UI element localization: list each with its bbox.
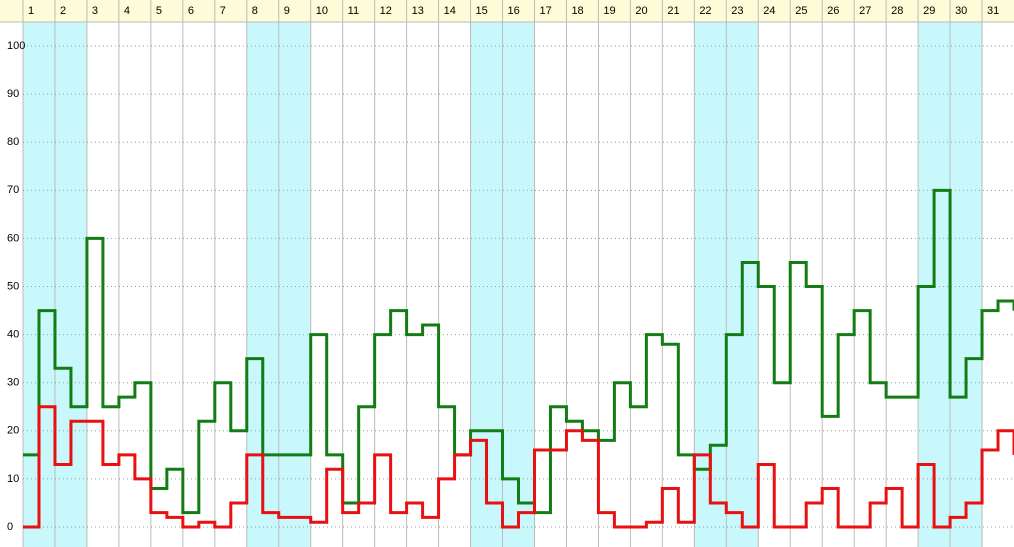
- day-label: 15: [476, 5, 488, 17]
- day-label: 13: [412, 5, 424, 17]
- day-label: 2: [60, 5, 66, 17]
- day-label: 11: [348, 5, 359, 17]
- y-tick-label: 40: [7, 329, 19, 341]
- day-label: 21: [667, 5, 679, 17]
- series-line: [23, 405, 1014, 529]
- day-label: 7: [220, 5, 226, 17]
- day-label: 8: [252, 5, 258, 17]
- y-tick-label: 50: [7, 280, 19, 292]
- day-label: 24: [763, 5, 775, 17]
- day-label: 1: [28, 5, 34, 17]
- y-tick-label: 10: [7, 473, 19, 485]
- day-label: 18: [571, 5, 583, 17]
- y-tick-label: 90: [7, 88, 19, 100]
- day-label: 10: [316, 5, 328, 17]
- day-label: 5: [156, 5, 162, 17]
- day-label: 19: [603, 5, 615, 17]
- day-label: 25: [795, 5, 807, 17]
- day-label: 14: [444, 5, 456, 17]
- weekend-shade: [278, 22, 311, 547]
- weekend-shade: [54, 22, 87, 547]
- y-tick-label: 80: [7, 136, 19, 148]
- day-label: 6: [188, 5, 194, 17]
- day-label: 9: [284, 5, 290, 17]
- day-label: 4: [124, 5, 130, 17]
- day-label: 22: [699, 5, 711, 17]
- y-tick-label: 20: [7, 425, 19, 437]
- day-label: 16: [508, 5, 520, 17]
- y-tick-label: 0: [7, 521, 13, 533]
- day-label: 31: [987, 5, 999, 17]
- day-label: 3: [92, 5, 98, 17]
- day-label: 23: [731, 5, 743, 17]
- day-label: 29: [923, 5, 935, 17]
- y-tick-label: 30: [7, 377, 19, 389]
- weekend-shade: [950, 22, 983, 547]
- y-tick-label: 70: [7, 184, 19, 196]
- weekend-shade: [502, 22, 535, 547]
- day-label: 27: [859, 5, 871, 17]
- header: [0, 0, 1014, 22]
- day-label: 26: [827, 5, 839, 17]
- day-label: 28: [891, 5, 903, 17]
- y-tick-label: 100: [7, 40, 25, 52]
- day-label: 30: [955, 5, 967, 17]
- day-label: 20: [635, 5, 647, 17]
- y-tick-label: 60: [7, 232, 19, 244]
- day-label: 17: [539, 5, 551, 17]
- day-label: 12: [380, 5, 392, 17]
